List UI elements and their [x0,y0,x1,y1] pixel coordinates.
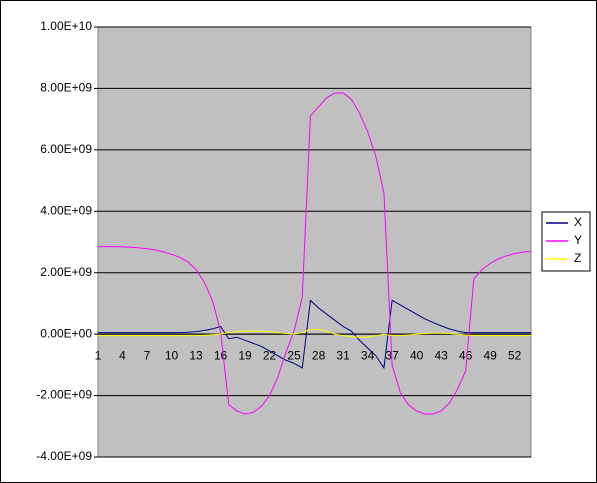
x-tick-label: 31 [336,348,350,362]
y-tick-label: 8.00E+09 [40,81,92,95]
legend-label: X [574,215,582,229]
x-tick-label: 34 [361,348,375,362]
x-tick-label: 19 [238,348,252,362]
legend-label: Y [574,233,582,247]
y-tick-label: -2.00E+09 [36,388,92,402]
x-tick-label: 13 [189,348,203,362]
x-tick-label: 16 [214,348,228,362]
x-tick-label: 28 [312,348,326,362]
y-tick-label: 0.00E+00 [40,326,92,340]
x-tick-label: 4 [119,348,126,362]
x-tick-label: 10 [165,348,179,362]
x-tick-label: 52 [508,348,522,362]
y-tick-label: 1.00E+10 [40,19,92,33]
y-tick-label: 2.00E+09 [40,265,92,279]
x-tick-label: 37 [385,348,399,362]
x-tick-label: 25 [287,348,301,362]
x-tick-label: 1 [95,348,102,362]
legend-label: Z [574,251,581,265]
plot-area [97,26,532,458]
y-tick-label: 6.00E+09 [40,142,92,156]
x-tick-label: 22 [263,348,277,362]
series-line [98,299,531,370]
x-tick-label: 7 [144,348,151,362]
x-tick-label: 43 [434,348,448,362]
x-tick-label: 46 [459,348,473,362]
y-tick-label: 4.00E+09 [40,203,92,217]
x-tick-label: 49 [483,348,497,362]
x-tick-label: 40 [410,348,424,362]
series-line [98,329,531,338]
y-tick-label: -4.00E+09 [36,449,92,463]
series-line [98,92,532,415]
